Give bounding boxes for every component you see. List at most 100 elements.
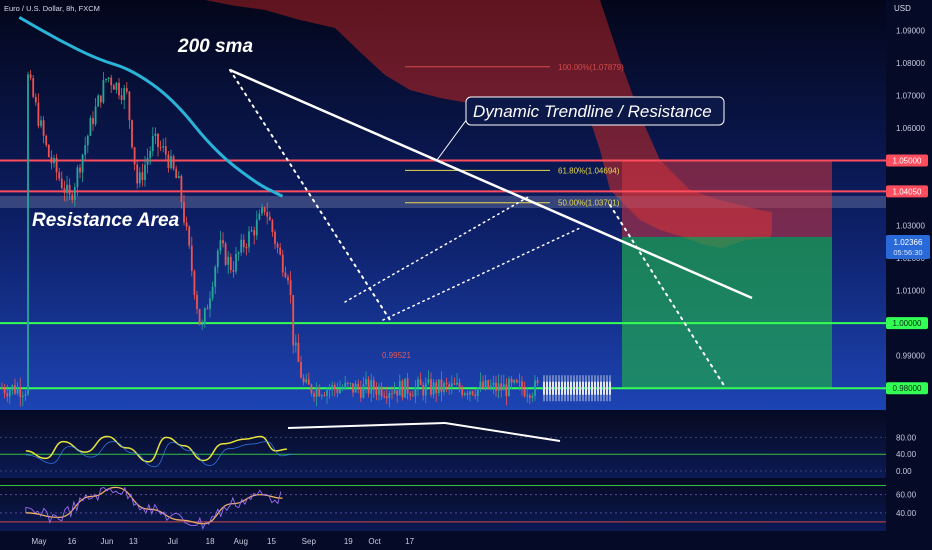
price-axis-tick: 1.01000 bbox=[896, 287, 925, 296]
projection-body bbox=[558, 381, 560, 395]
candle-body bbox=[53, 157, 55, 164]
currency-label: USD bbox=[894, 4, 911, 13]
resistance-area-label: Resistance Area bbox=[32, 210, 180, 231]
price-axis-background bbox=[886, 0, 932, 550]
candle-body bbox=[141, 172, 144, 180]
candle-body bbox=[458, 382, 461, 389]
candle-body bbox=[115, 82, 118, 90]
candle-body bbox=[250, 230, 253, 232]
candle-body bbox=[281, 254, 284, 273]
candle-body bbox=[482, 381, 484, 389]
candle-body bbox=[209, 298, 211, 310]
candle-body bbox=[279, 247, 282, 255]
candle-body bbox=[79, 167, 81, 173]
projection-body bbox=[567, 381, 569, 395]
price-axis-tick: 1.08000 bbox=[896, 59, 925, 68]
candle-body bbox=[383, 396, 386, 398]
candle-body bbox=[240, 239, 243, 253]
candle-body bbox=[89, 118, 92, 136]
candle-body bbox=[211, 286, 214, 299]
candle-body bbox=[320, 395, 323, 397]
candle-body bbox=[120, 95, 123, 100]
fib-level-label-1: 61.80%(1.04694) bbox=[558, 166, 620, 175]
candle-body bbox=[505, 384, 508, 397]
candle-body bbox=[133, 147, 136, 165]
candle-body bbox=[297, 342, 300, 362]
candle-body bbox=[365, 379, 367, 385]
candle-body bbox=[534, 380, 536, 396]
price-level-badge bbox=[886, 185, 928, 198]
candle-body bbox=[461, 388, 464, 396]
rsi-axis-tick: 60.00 bbox=[896, 491, 917, 500]
candle-body bbox=[302, 377, 305, 383]
projection-body bbox=[603, 381, 605, 395]
candle-body bbox=[440, 379, 443, 392]
candle-body bbox=[105, 78, 107, 81]
candle-body bbox=[206, 308, 209, 310]
current-price-badge bbox=[886, 235, 930, 259]
candle-body bbox=[359, 388, 362, 398]
candle-body bbox=[323, 395, 326, 397]
candle-body bbox=[86, 135, 89, 146]
candle-body bbox=[341, 388, 344, 390]
candle-body bbox=[175, 168, 178, 179]
candle-body bbox=[349, 383, 352, 385]
time-axis-tick: May bbox=[31, 537, 46, 546]
projection-body bbox=[561, 381, 563, 395]
candle-body bbox=[92, 118, 94, 125]
oscillator-axis-tick: 80.00 bbox=[896, 433, 917, 442]
candle-body bbox=[94, 106, 97, 125]
candle-body bbox=[492, 382, 495, 386]
candle-body bbox=[406, 378, 409, 394]
trendline-callout-label: Dynamic Trendline / Resistance bbox=[473, 102, 712, 121]
candle-body bbox=[372, 380, 375, 390]
candle-body bbox=[45, 135, 48, 145]
candle-body bbox=[245, 247, 248, 249]
candle-body bbox=[97, 95, 100, 107]
oscillator-pane-background bbox=[0, 416, 886, 478]
candle-body bbox=[346, 382, 349, 384]
oscillator-axis-tick: 0.00 bbox=[896, 467, 912, 476]
candle-body bbox=[424, 383, 427, 396]
candle-body bbox=[118, 82, 120, 96]
candle-body bbox=[76, 167, 79, 187]
projection-body bbox=[609, 381, 611, 395]
time-axis-tick: 19 bbox=[344, 537, 353, 546]
projection-body bbox=[573, 381, 575, 395]
candle-body bbox=[515, 380, 518, 383]
candle-body bbox=[227, 256, 230, 265]
channel-lower-line bbox=[382, 227, 581, 321]
candle-body bbox=[453, 383, 456, 385]
candle-body bbox=[266, 212, 269, 217]
candle-body bbox=[144, 164, 146, 180]
candle-body bbox=[502, 384, 505, 391]
dotted-drop-line bbox=[229, 69, 391, 321]
candle-body bbox=[58, 172, 61, 179]
candle-body bbox=[448, 384, 451, 388]
candle-body bbox=[476, 388, 479, 397]
candle-body bbox=[60, 178, 63, 189]
projection-body bbox=[579, 381, 581, 395]
candle-body bbox=[414, 386, 417, 397]
candle-body bbox=[336, 388, 339, 394]
candle-body bbox=[508, 378, 510, 397]
candle-body bbox=[393, 390, 396, 394]
candle-body bbox=[294, 342, 297, 346]
candle-body bbox=[66, 184, 68, 193]
rsi-axis-tick: 40.00 bbox=[896, 509, 917, 518]
price-axis-tick: 1.07000 bbox=[896, 91, 925, 100]
candle-body bbox=[261, 207, 263, 214]
projection-body bbox=[585, 381, 587, 395]
candle-body bbox=[253, 230, 256, 236]
projection-body bbox=[582, 381, 584, 395]
candle-body bbox=[185, 222, 188, 227]
candle-body bbox=[404, 378, 406, 398]
candle-body bbox=[146, 157, 149, 165]
candle-body bbox=[305, 379, 308, 383]
candle-body bbox=[16, 387, 19, 394]
time-axis-tick: 17 bbox=[405, 537, 414, 546]
projection-body bbox=[576, 381, 578, 395]
candle-body bbox=[63, 188, 66, 193]
